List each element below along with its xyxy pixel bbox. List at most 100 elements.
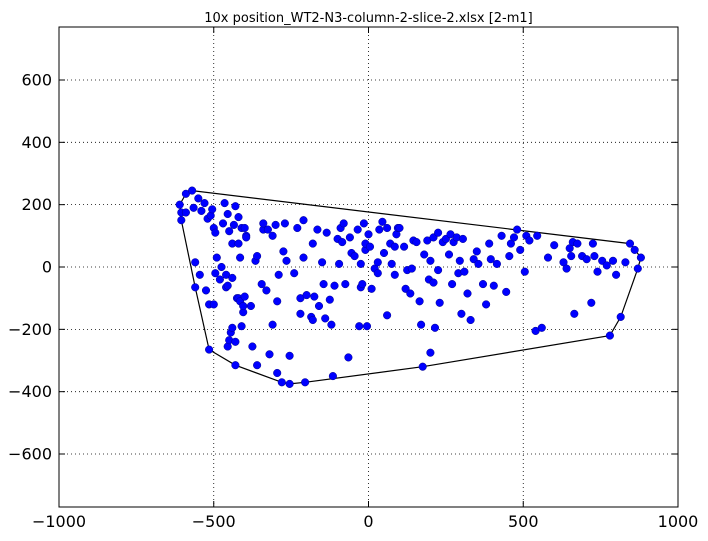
data-point: [570, 309, 579, 318]
data-point: [277, 378, 286, 387]
data-point: [194, 194, 203, 203]
data-point: [365, 242, 375, 251]
data-point: [587, 298, 596, 307]
data-point: [313, 225, 322, 234]
data-point: [375, 225, 384, 234]
y-tick-label: 600: [21, 70, 52, 89]
y-axis-ticks: −600 −400 −200 0 200 400 600: [8, 70, 678, 464]
data-point: [212, 253, 221, 262]
data-point: [344, 353, 353, 362]
data-point: [293, 223, 302, 233]
data-point: [367, 284, 376, 293]
data-point: [415, 297, 424, 306]
data-point: [327, 320, 336, 329]
data-point: [505, 252, 514, 261]
data-point: [308, 315, 317, 325]
data-point: [400, 242, 409, 251]
data-point: [474, 259, 483, 268]
data-point: [358, 280, 367, 289]
data-point: [412, 238, 421, 247]
data-point: [516, 245, 525, 254]
data-point: [338, 238, 347, 247]
y-tick-label: 400: [21, 133, 52, 152]
data-point: [444, 250, 454, 259]
data-point: [285, 379, 294, 388]
data-point: [463, 289, 472, 298]
data-point: [616, 312, 625, 321]
data-point: [223, 281, 232, 290]
data-point: [612, 270, 621, 279]
data-point: [220, 199, 229, 208]
data-point: [321, 314, 330, 323]
data-point: [492, 259, 501, 268]
data-point: [602, 261, 611, 270]
data-point: [460, 267, 469, 276]
data-point: [310, 292, 319, 301]
data-point: [359, 219, 368, 228]
data-point: [211, 228, 220, 237]
data-point: [195, 270, 204, 279]
data-point: [318, 258, 327, 267]
y-tick-label: 0: [42, 258, 52, 277]
x-tick-label: −500: [192, 512, 236, 531]
data-point: [426, 256, 435, 265]
data-point: [472, 247, 481, 256]
data-point: [525, 236, 534, 245]
data-point: [502, 287, 511, 296]
data-point: [573, 239, 582, 248]
data-point: [273, 297, 282, 306]
data-point: [262, 286, 271, 295]
data-point: [636, 253, 645, 262]
data-point: [434, 266, 443, 275]
data-point: [319, 280, 328, 289]
data-point: [390, 242, 399, 251]
data-point: [426, 348, 435, 357]
y-tick-label: −600: [8, 445, 52, 464]
data-point: [593, 267, 602, 276]
data-point: [215, 275, 224, 284]
data-point: [353, 225, 362, 234]
data-point: [231, 202, 240, 211]
data-point: [302, 291, 311, 300]
grid-lines: [59, 27, 678, 507]
data-point: [520, 267, 529, 276]
data-point: [355, 322, 364, 331]
data-point: [590, 252, 599, 261]
data-point: [513, 225, 522, 234]
data-point: [205, 345, 214, 354]
data-point: [328, 372, 337, 381]
data-point: [407, 264, 416, 273]
data-point: [197, 206, 206, 215]
data-point: [188, 186, 197, 195]
data-point: [533, 231, 542, 240]
data-point: [429, 278, 438, 287]
data-point: [223, 209, 232, 219]
data-point: [296, 309, 305, 318]
data-point: [228, 323, 237, 332]
data-point: [625, 239, 635, 248]
data-point: [237, 322, 246, 331]
data-point: [543, 253, 553, 262]
data-point: [211, 269, 220, 278]
data-point: [383, 223, 392, 233]
data-point: [588, 239, 597, 248]
data-point: [633, 264, 642, 273]
data-point: [322, 228, 331, 237]
data-point: [181, 208, 190, 217]
data-point: [383, 311, 392, 320]
data-point: [314, 301, 324, 311]
data-point: [621, 258, 630, 267]
data-point: [325, 295, 334, 304]
data-point: [242, 233, 251, 242]
data-point: [489, 281, 498, 290]
data-point: [335, 259, 344, 268]
data-point: [290, 269, 299, 278]
data-point: [373, 258, 382, 267]
x-axis-ticks: −1000 −500 0 500 1000: [32, 27, 698, 531]
data-point: [406, 289, 415, 298]
data-point: [218, 219, 228, 228]
data-point: [485, 239, 494, 248]
data-point: [208, 205, 217, 214]
data-point: [253, 252, 262, 261]
